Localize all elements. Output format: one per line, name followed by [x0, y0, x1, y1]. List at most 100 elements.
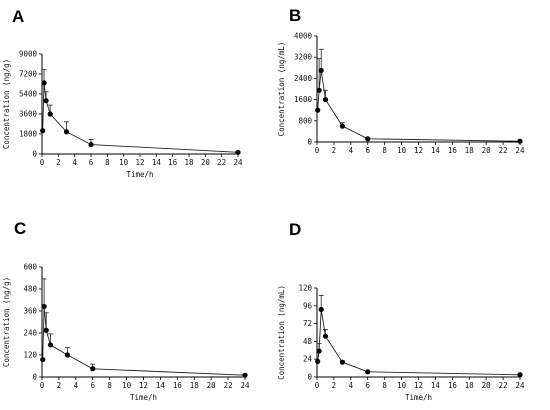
- data-point: [318, 306, 324, 313]
- y-tick-label: 48: [303, 337, 313, 346]
- x-tick-label: 8: [105, 158, 110, 167]
- panel-label: D: [289, 220, 301, 239]
- y-tick-label: 3600: [19, 110, 38, 119]
- x-tick-label: 24: [233, 158, 243, 167]
- data-point: [40, 356, 46, 363]
- series-line: [317, 309, 521, 376]
- y-tick-label: 9000: [19, 50, 38, 59]
- y-axis-label: Concentration (ng/g): [2, 277, 11, 367]
- x-tick-label: 18: [465, 146, 475, 155]
- x-tick-label: 18: [184, 158, 194, 167]
- x-tick-label: 8: [382, 146, 387, 155]
- data-point: [517, 372, 523, 378]
- y-tick-label: 120: [298, 284, 312, 293]
- data-point: [63, 129, 70, 135]
- data-point: [242, 372, 248, 378]
- data-point: [41, 303, 47, 310]
- x-tick-label: 8: [107, 381, 112, 390]
- y-tick-label: 600: [23, 263, 37, 272]
- data-point: [322, 97, 329, 103]
- x-tick-label: 20: [201, 158, 211, 167]
- data-point: [339, 123, 345, 129]
- data-point: [318, 67, 324, 74]
- x-tick-label: 20: [482, 146, 492, 155]
- data-point: [315, 358, 321, 365]
- x-tick-label: 0: [315, 146, 320, 155]
- y-tick-label: 800: [298, 116, 312, 125]
- data-point: [47, 342, 54, 348]
- y-tick-label: 24: [303, 355, 313, 364]
- x-tick-label: 20: [482, 381, 492, 390]
- series-line: [317, 70, 521, 142]
- x-tick-label: 0: [40, 158, 45, 167]
- data-point: [316, 87, 322, 93]
- y-tick-label: 96: [303, 301, 313, 310]
- data-point: [235, 149, 241, 155]
- y-tick-label: 480: [23, 285, 37, 294]
- y-tick-label: 5400: [19, 90, 38, 99]
- y-tick-label: 72: [303, 319, 312, 328]
- data-point: [47, 111, 53, 117]
- y-tick-label: 240: [23, 329, 37, 338]
- x-tick-label: 12: [135, 158, 144, 167]
- x-tick-label: 16: [448, 381, 458, 390]
- data-point: [88, 141, 94, 148]
- data-point: [322, 333, 329, 339]
- x-tick-label: 12: [414, 146, 423, 155]
- y-tick-label: 120: [23, 351, 37, 360]
- x-axis-label: Time/h: [126, 170, 153, 179]
- series-line: [42, 82, 239, 153]
- x-tick-label: 22: [499, 146, 508, 155]
- panel-d: D 0 24 48 72 96 120 0 2 4 6 8 10 12 14 16 18 20 22 24 Time/h…: [275, 205, 550, 410]
- x-tick-label: 4: [349, 381, 354, 390]
- x-tick-label: 4: [74, 381, 79, 390]
- x-tick-label: 22: [217, 158, 226, 167]
- x-tick-label: 2: [57, 381, 62, 390]
- x-tick-label: 20: [207, 381, 217, 390]
- data-point: [64, 352, 70, 358]
- x-tick-label: 24: [240, 381, 250, 390]
- y-tick-label: 360: [23, 307, 37, 316]
- x-tick-label: 18: [465, 381, 475, 390]
- y-tick-label: 3200: [294, 53, 313, 62]
- x-tick-label: 6: [90, 381, 95, 390]
- x-tick-label: 14: [431, 146, 441, 155]
- x-tick-label: 16: [168, 158, 178, 167]
- x-tick-label: 2: [332, 146, 337, 155]
- x-tick-label: 14: [431, 381, 441, 390]
- y-axis-label: Concentration (ng/mL): [277, 285, 286, 380]
- x-tick-label: 6: [89, 158, 94, 167]
- x-tick-label: 0: [40, 381, 45, 390]
- x-tick-label: 6: [365, 381, 370, 390]
- data-point: [315, 107, 321, 113]
- x-tick-label: 24: [515, 146, 525, 155]
- panel-label: B: [289, 6, 301, 25]
- panel-label: A: [12, 7, 24, 26]
- data-point: [517, 138, 523, 144]
- x-tick-label: 24: [515, 381, 525, 390]
- x-tick-label: 16: [448, 146, 458, 155]
- data-point: [43, 327, 49, 333]
- x-tick-label: 10: [397, 381, 407, 390]
- y-axis-label: Concentration (ng/mL): [277, 42, 286, 137]
- x-tick-label: 8: [382, 381, 387, 390]
- x-tick-label: 14: [156, 381, 166, 390]
- panel-b: B 0 800 1600 2400 3200 4000 0 2 4 6 8 10 12 14 16 18 20 22…: [275, 0, 550, 205]
- x-tick-label: 22: [224, 381, 233, 390]
- data-point: [365, 136, 371, 142]
- data-point: [339, 359, 345, 365]
- y-tick-label: 1800: [19, 130, 38, 139]
- data-point: [90, 366, 96, 372]
- x-tick-label: 14: [152, 158, 162, 167]
- y-tick-label: 0: [307, 373, 312, 382]
- x-tick-label: 10: [122, 381, 132, 390]
- panel-c: C 0 120 240 360 480 600 0 2 4 6 8 10 12 14 16 18 20 22 24 Ti…: [0, 205, 275, 410]
- x-tick-label: 18: [190, 381, 200, 390]
- x-tick-label: 0: [315, 381, 320, 390]
- y-tick-label: 0: [32, 150, 37, 159]
- x-tick-label: 2: [56, 158, 61, 167]
- x-tick-label: 10: [397, 146, 407, 155]
